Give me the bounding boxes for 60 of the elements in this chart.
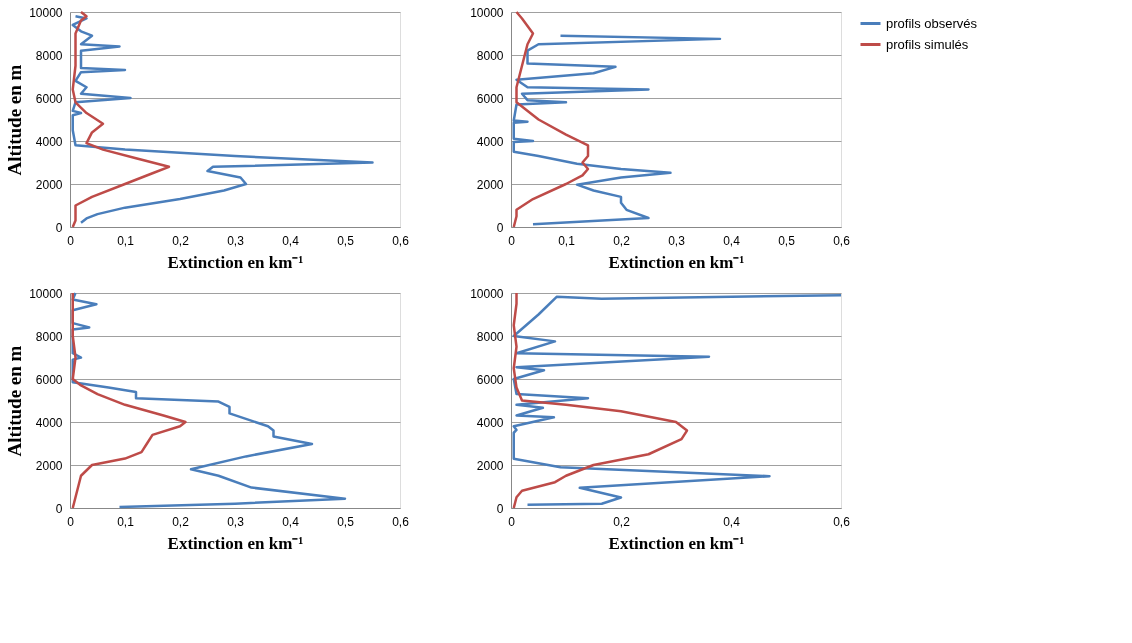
line-series [71,15,374,224]
y-tick-label: 0 [55,501,63,516]
y-tick-label: 8000 [476,48,504,63]
y-tick-label: 10000 [470,5,504,20]
x-axis-title: Extinction en km⁻¹ [608,533,745,553]
y-tick-label: 4000 [476,134,504,149]
x-tick-label: 0,1 [117,514,135,529]
y-tick-label: 2000 [35,458,63,473]
y-tick-label: 0 [55,220,63,235]
line-series [512,34,722,226]
line-series [512,293,843,507]
x-axis-title: Extinction en km⁻¹ [167,252,304,272]
x-tick-label: 0 [508,233,516,248]
y-tick-label: 10000 [29,286,63,301]
x-tick-label: 0,6 [833,233,851,248]
x-tick-label: 0,4 [282,233,300,248]
x-tick-label: 0,5 [778,233,796,248]
y-tick-label: 10000 [29,5,63,20]
y-tick-label: 6000 [35,372,63,387]
x-tick-label: 0,2 [172,514,190,529]
x-tick-label: 0,1 [558,233,576,248]
x-tick-label: 0,3 [227,514,245,529]
x-tick-label: 0,4 [723,233,741,248]
x-tick-label: 0 [67,514,75,529]
y-tick-label: 0 [496,220,504,235]
x-tick-label: 0,3 [227,233,245,248]
y-tick-label: 4000 [35,415,63,430]
x-tick-label: 0,6 [392,233,410,248]
y-tick-label: 8000 [35,329,63,344]
x-tick-label: 0,6 [392,514,410,529]
y-tick-label: 0 [496,501,504,516]
y-tick-label: 4000 [476,415,504,430]
legend-label: profils observés [886,15,978,31]
y-tick-label: 6000 [35,91,63,106]
y-tick-label: 10000 [470,286,504,301]
y-tick-label: 4000 [35,134,63,149]
x-tick-label: 0 [67,233,75,248]
y-axis-title: Altitude en m [4,64,26,176]
y-tick-label: 6000 [476,372,504,387]
x-tick-label: 0,2 [613,233,631,248]
y-tick-label: 2000 [476,458,504,473]
x-tick-label: 0,2 [613,514,631,529]
x-tick-label: 0,2 [172,233,190,248]
y-axis-title: Altitude en m [4,345,26,457]
x-tick-label: 0,1 [117,233,135,248]
x-tick-label: 0,4 [723,514,741,529]
x-tick-label: 0,5 [337,233,355,248]
x-axis-title: Extinction en km⁻¹ [167,533,304,553]
y-tick-label: 2000 [476,177,504,192]
y-tick-label: 2000 [35,177,63,192]
x-tick-label: 0,4 [282,514,300,529]
legend-label: profils simulés [886,36,969,52]
y-tick-label: 6000 [476,91,504,106]
y-tick-label: 8000 [476,329,504,344]
x-tick-label: 0,3 [668,233,686,248]
x-axis-title: Extinction en km⁻¹ [608,252,745,272]
x-tick-label: 0,6 [833,514,851,529]
y-tick-label: 8000 [35,48,63,63]
x-tick-label: 0,5 [337,514,355,529]
x-tick-label: 0 [508,514,516,529]
